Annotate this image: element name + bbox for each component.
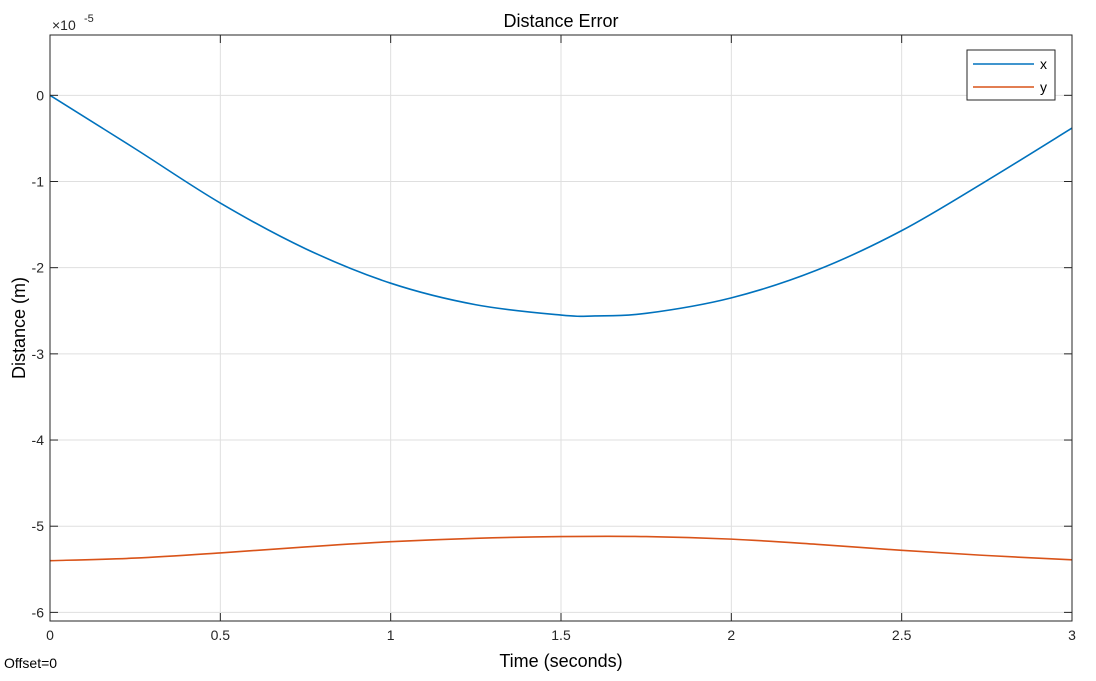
x-tick-label: 2 <box>727 627 735 643</box>
offset-label: Offset=0 <box>4 655 58 671</box>
x-tick-label: 2.5 <box>892 627 912 643</box>
y-tick-label: -1 <box>32 174 45 190</box>
ticks: 0 0.5 1 1.5 2 2.5 3 -6 -5 -4 -3 -2 -1 0 <box>32 35 1076 643</box>
y-tick-label: 0 <box>36 87 44 103</box>
y-tick-label: -3 <box>32 346 45 362</box>
y-tick-label: -2 <box>32 260 45 276</box>
x-tick-label: 1.5 <box>551 627 571 643</box>
y-tick-label: -4 <box>32 432 45 448</box>
grid <box>49 35 1073 621</box>
x-tick-label: 3 <box>1068 627 1076 643</box>
y-exponent-power: -5 <box>84 13 94 25</box>
legend-box <box>966 49 1056 101</box>
series-line-y <box>49 535 1073 562</box>
series-line-x <box>49 94 1073 318</box>
legend-label-y: y <box>1040 79 1047 95</box>
x-tick-label: 0 <box>46 627 54 643</box>
y-tick-label: -5 <box>32 518 45 534</box>
x-tick-label: 0.5 <box>211 627 231 643</box>
legend: x y <box>966 49 1056 101</box>
x-tick-label: 1 <box>387 627 395 643</box>
series-layer <box>49 94 1073 562</box>
y-exponent-base: ×10 <box>52 17 76 33</box>
y-tick-label: -6 <box>32 604 45 620</box>
legend-label-x: x <box>1040 56 1047 72</box>
x-axis-label: Time (seconds) <box>499 651 622 671</box>
y-axis-label: Distance (m) <box>9 277 29 379</box>
chart-title: Distance Error <box>503 11 618 31</box>
